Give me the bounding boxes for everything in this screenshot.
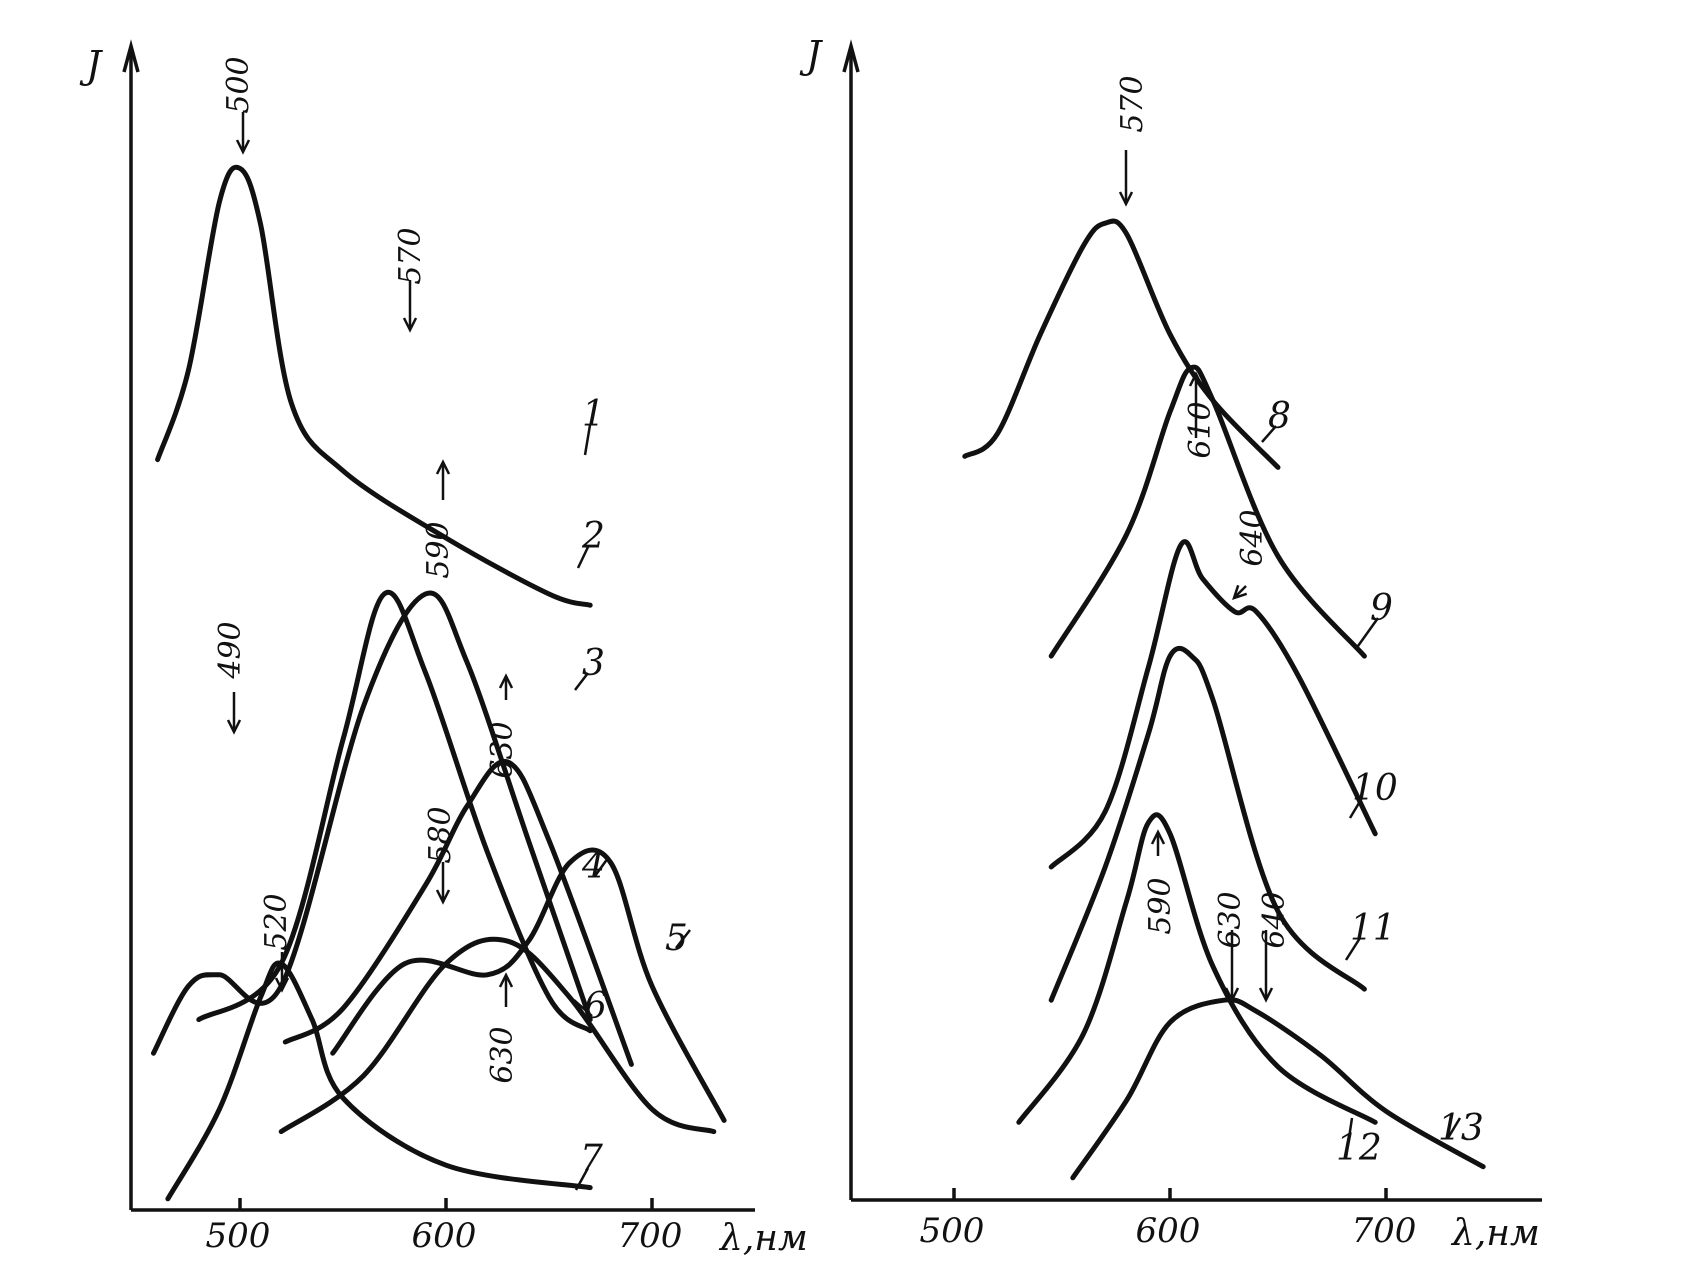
curves — [151, 164, 1486, 1202]
peak-annotation-label: 590 — [1143, 877, 1178, 934]
peak-annotation-label: 490 — [213, 621, 248, 679]
curve-label-leader — [574, 1167, 590, 1191]
curve-label-13: 13 — [1438, 1108, 1484, 1149]
curve-4 — [282, 758, 634, 1067]
annotation-arrowhead — [435, 889, 451, 905]
curve-3 — [151, 590, 593, 1056]
curve-8 — [962, 218, 1281, 470]
annotation-arrow — [1233, 585, 1247, 599]
peak-annotations: 500 570 590 490 630 580 520 630 570 610 640 590 630 6… — [213, 56, 1292, 1083]
curve-label-leader — [1344, 1117, 1354, 1159]
right-x-label: λ,нм — [1450, 1213, 1540, 1254]
curve-label-leader — [576, 546, 590, 569]
left-panel: J λ,нм 500 600 700 — [79, 39, 808, 1259]
curve-label-leader — [675, 929, 691, 949]
x-tick-label: 500 — [206, 1216, 271, 1256]
x-tick-label: 700 — [1352, 1211, 1417, 1251]
curve-label-11: 11 — [1350, 908, 1396, 949]
curve-label-leader — [574, 672, 589, 691]
x-tick-label: 500 — [920, 1211, 985, 1251]
annotation-arrowhead — [435, 459, 451, 475]
peak-annotation-label: 630 — [485, 721, 520, 778]
left-x-label: λ,нм — [718, 1218, 808, 1259]
annotation-arrowhead — [402, 317, 418, 333]
right-y-label: J — [799, 33, 823, 77]
left-y-axis-arrow — [122, 39, 140, 73]
curve-label-leader — [583, 424, 592, 456]
curve-label-leader — [1261, 425, 1277, 443]
curve-label-leader — [1356, 617, 1380, 647]
left-x-ticks: 500 600 700 — [206, 1198, 683, 1256]
curve-11 — [1048, 645, 1367, 1003]
peak-annotation-label: 630 — [1213, 891, 1248, 948]
annotation-arrowhead — [1258, 987, 1274, 1003]
curve-12 — [1016, 812, 1378, 1125]
curve-label-12: 12 — [1336, 1128, 1382, 1169]
curve-label-leader — [1446, 1117, 1462, 1139]
peak-annotation-label: 580 — [423, 806, 458, 863]
curve-label-8: 8 — [1268, 396, 1291, 437]
curve-label-leader — [593, 857, 610, 877]
curve-7 — [165, 960, 593, 1202]
curve-label-leader — [573, 999, 593, 1017]
curve-10 — [1048, 539, 1378, 870]
curve-9 — [1048, 364, 1367, 659]
curve-label-3: 3 — [582, 643, 605, 684]
annotation-arrowhead — [498, 673, 514, 689]
annotation-arrowhead — [1224, 987, 1240, 1003]
annotation-arrowhead — [498, 972, 514, 988]
curve-label-2: 2 — [581, 516, 605, 557]
peak-annotation-label: 570 — [1115, 75, 1150, 132]
right-x-ticks: 500 600 700 — [920, 1188, 1417, 1251]
annotation-arrowhead — [226, 719, 242, 735]
curve-label-1: 1 — [582, 394, 605, 435]
peak-annotation-label: 610 — [1183, 401, 1218, 458]
curve-label-leader — [1348, 797, 1364, 819]
x-tick-label: 700 — [618, 1216, 683, 1256]
left-y-label: J — [79, 43, 103, 87]
curve-6 — [278, 936, 717, 1135]
annotation-arrowhead — [235, 139, 251, 155]
curve-label-5: 5 — [665, 918, 688, 959]
peak-annotation-label: 500 — [221, 56, 256, 113]
x-tick-label: 600 — [1136, 1211, 1201, 1251]
curve-label-9: 9 — [1370, 588, 1393, 629]
curve-13 — [1070, 997, 1486, 1181]
peak-annotation-label: 640 — [1257, 891, 1292, 948]
curve-label-10: 10 — [1352, 768, 1398, 809]
x-tick-label: 600 — [412, 1216, 477, 1256]
curve-2 — [196, 589, 593, 1034]
peak-annotation-label: 590 — [421, 521, 456, 578]
curve-1 — [155, 164, 593, 608]
annotation-arrowhead — [1118, 191, 1134, 207]
annotation-arrowhead — [1150, 829, 1166, 845]
peak-annotation-label: 640 — [1235, 509, 1270, 566]
curve-5 — [330, 847, 727, 1123]
peak-annotation-label: 570 — [393, 227, 428, 284]
peak-annotation-label: 630 — [485, 1026, 520, 1083]
annotation-arrowhead — [1188, 371, 1204, 387]
curve-label-6: 6 — [584, 986, 607, 1027]
right-panel: J λ,нм 500 600 700 — [799, 33, 1542, 1254]
curve-label-7: 7 — [580, 1138, 603, 1179]
annotation-arrowhead — [274, 977, 290, 993]
curve-label-leader — [1344, 937, 1362, 961]
peak-annotation-label: 520 — [259, 893, 294, 950]
right-y-axis-arrow — [842, 39, 860, 73]
curve-label-4: 4 — [581, 846, 605, 887]
annotation-arrowhead — [1232, 584, 1248, 600]
